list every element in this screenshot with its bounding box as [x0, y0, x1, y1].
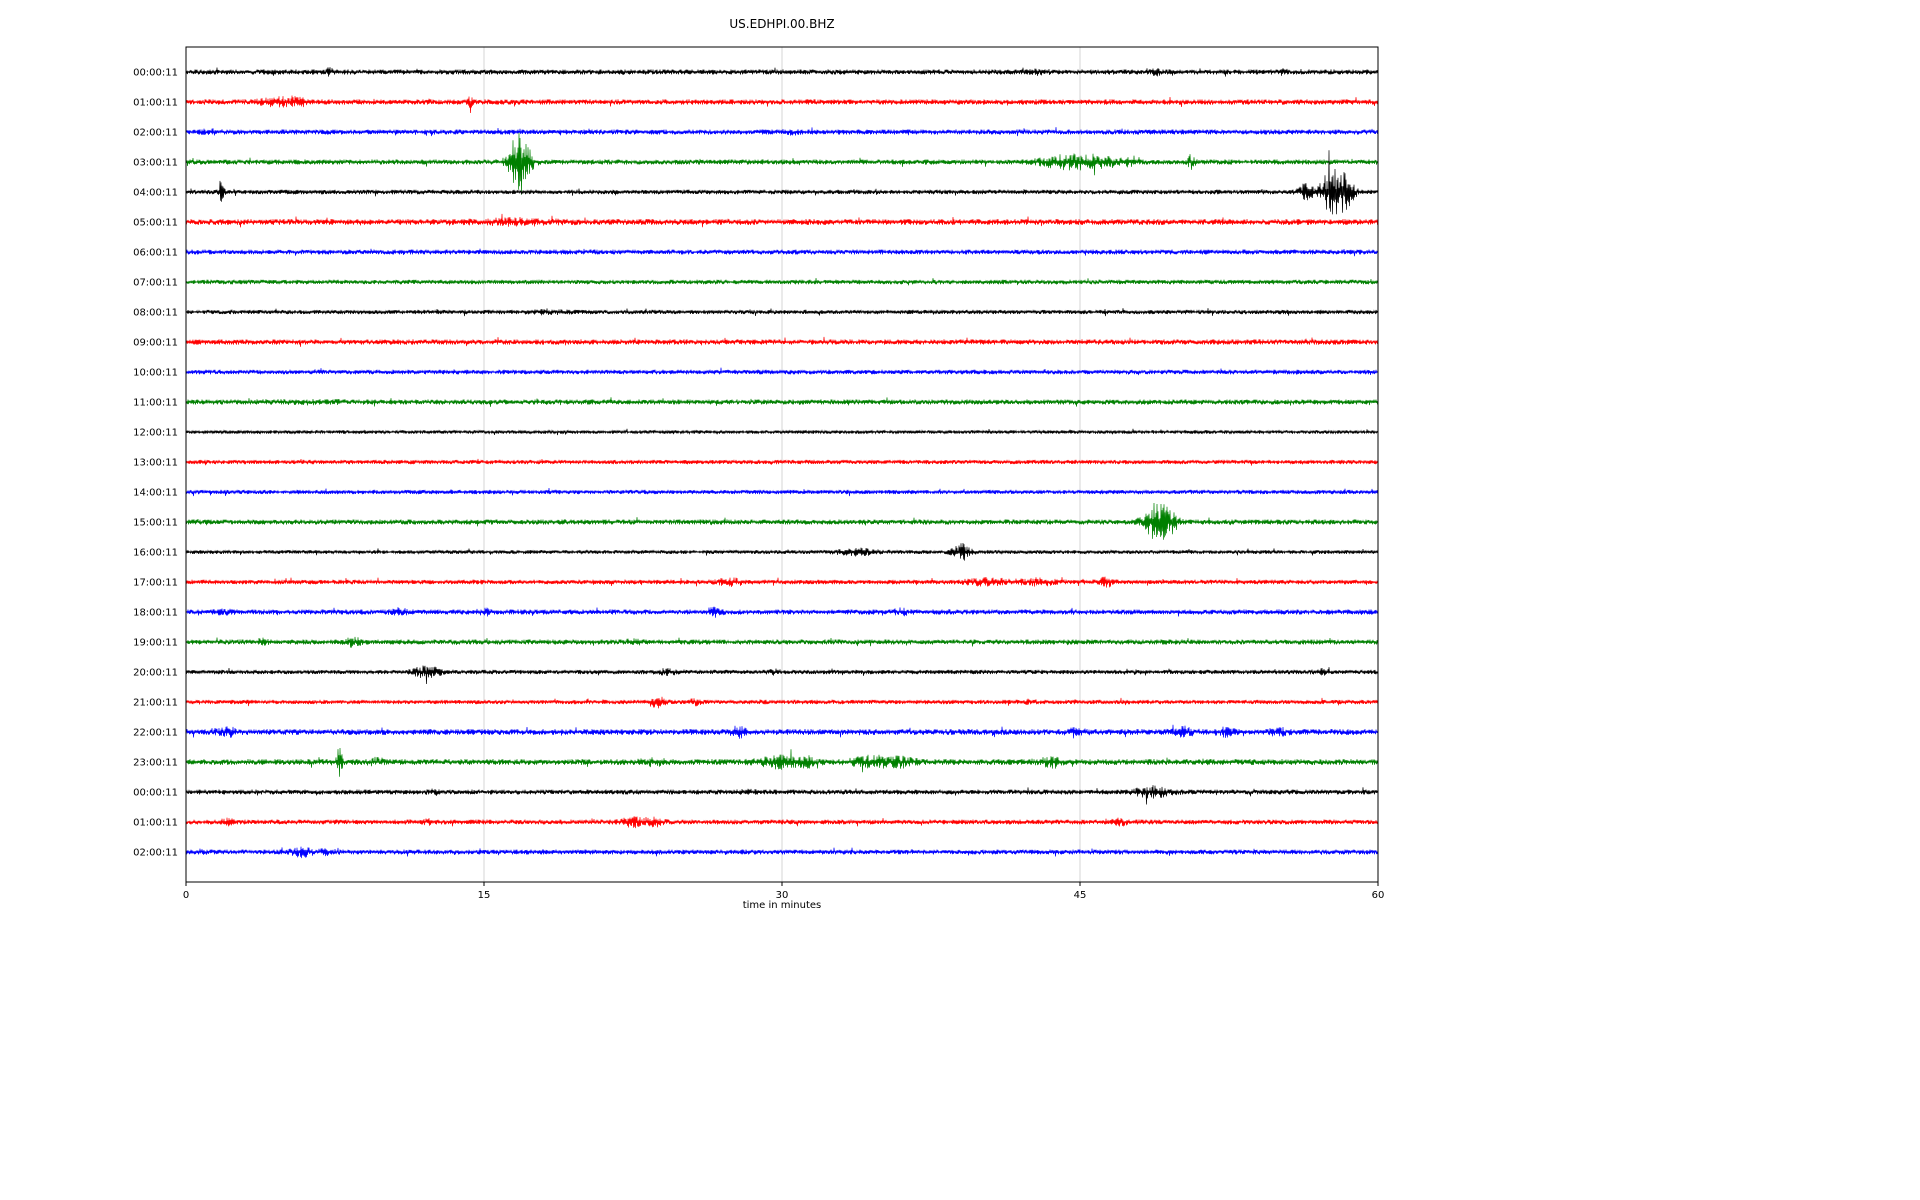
trace-time-label: 16:00:11 — [133, 548, 178, 559]
seismogram-trace — [186, 248, 1378, 257]
trace-time-label: 18:00:11 — [133, 608, 178, 619]
trace-time-label: 00:00:11 — [133, 68, 178, 79]
seismogram-trace — [186, 502, 1378, 540]
trace-time-label: 13:00:11 — [133, 458, 178, 469]
seismogram-trace — [186, 747, 1378, 777]
seismogram-trace — [186, 487, 1378, 497]
seismogram-trace — [186, 665, 1378, 685]
x-tick-label: 0 — [183, 890, 189, 901]
trace-time-label: 17:00:11 — [133, 578, 178, 589]
seismogram-trace — [186, 785, 1378, 805]
page-title: US.EDHPI.00.BHZ — [729, 17, 835, 31]
trace-time-label: 19:00:11 — [133, 638, 178, 649]
seismogram-trace — [186, 696, 1378, 709]
seismogram-trace — [186, 95, 1378, 114]
x-tick-label: 45 — [1074, 890, 1087, 901]
trace-time-label: 00:00:11 — [133, 788, 178, 799]
seismogram-trace — [186, 278, 1378, 286]
trace-time-label: 22:00:11 — [133, 728, 178, 739]
x-axis-label: time in minutes — [742, 900, 822, 911]
trace-time-label: 08:00:11 — [133, 308, 178, 319]
seismogram-trace — [186, 724, 1378, 739]
x-tick-label: 30 — [776, 890, 789, 901]
seismogram-trace — [186, 606, 1378, 618]
trace-time-label: 14:00:11 — [133, 488, 178, 499]
seismogram-trace — [186, 397, 1378, 407]
trace-time-label: 20:00:11 — [133, 668, 178, 679]
seismogram-trace — [186, 428, 1378, 436]
seismogram-trace — [186, 846, 1378, 859]
trace-time-label: 09:00:11 — [133, 338, 178, 349]
trace-time-label: 02:00:11 — [133, 128, 178, 139]
trace-time-label: 01:00:11 — [133, 98, 178, 109]
seismogram-trace — [186, 132, 1378, 195]
trace-time-label: 01:00:11 — [133, 818, 178, 829]
seismogram-trace — [186, 458, 1378, 466]
seismogram-trace — [186, 367, 1378, 376]
seismogram-trace — [186, 67, 1378, 77]
seismogram-trace — [186, 542, 1378, 561]
trace-time-label: 07:00:11 — [133, 278, 178, 289]
trace-time-label: 03:00:11 — [133, 158, 178, 169]
trace-time-label: 15:00:11 — [133, 518, 178, 529]
trace-time-label: 06:00:11 — [133, 248, 178, 259]
trace-time-label: 23:00:11 — [133, 758, 178, 769]
x-tick-label: 15 — [478, 890, 491, 901]
x-tick-label: 60 — [1372, 890, 1385, 901]
trace-time-label: 04:00:11 — [133, 188, 178, 199]
seismogram-trace — [186, 308, 1378, 317]
seismogram-trace — [186, 150, 1378, 215]
seismogram-trace — [186, 336, 1378, 347]
trace-time-label: 10:00:11 — [133, 368, 178, 379]
trace-time-label: 21:00:11 — [133, 698, 178, 709]
seismogram-trace — [186, 816, 1378, 829]
trace-time-label: 11:00:11 — [133, 398, 178, 409]
trace-time-label: 02:00:11 — [133, 848, 178, 859]
trace-time-label: 05:00:11 — [133, 218, 178, 229]
seismogram-trace — [186, 636, 1378, 648]
seismogram-trace — [186, 213, 1378, 228]
seismogram-trace — [186, 576, 1378, 588]
trace-time-label: 12:00:11 — [133, 428, 178, 439]
seismogram-trace — [186, 127, 1378, 137]
